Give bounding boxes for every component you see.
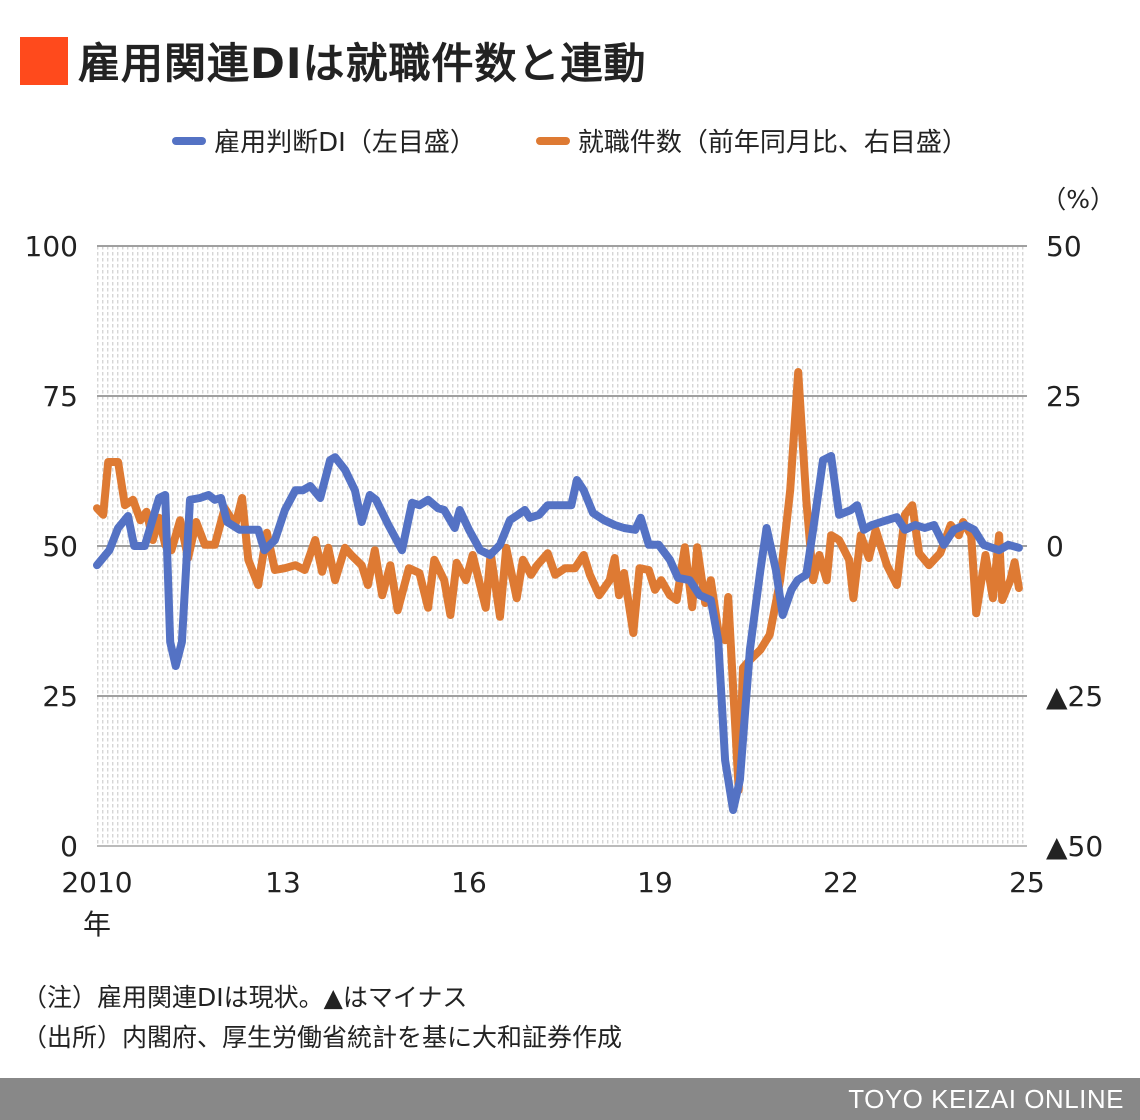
y-tick-left: 75 [42,380,78,413]
y-tick-right: 25 [1046,380,1082,413]
legend-swatch-di [172,136,207,145]
right-axis-unit: （%） [1041,185,1115,214]
y-tick-right: ▲50 [1046,830,1103,863]
series-line-jobs [93,368,1023,795]
legend: 雇用判断DI（左目盛） 就職件数（前年同月比、右目盛） [0,122,1140,159]
series-line-di [93,452,1023,814]
x-tick: 19 [637,866,673,899]
legend-label-jobs: 就職件数（前年同月比、右目盛） [577,128,968,158]
note-annotation: （注）雇用関連DIは現状。▲はマイナス [22,983,468,1012]
notes: （注）雇用関連DIは現状。▲はマイナス （出所）内閣府、厚生労働省統計を基に大和… [22,978,622,1058]
y-tick-left: 25 [42,680,78,713]
title-text: 雇用関連DIは就職件数と連動 [78,39,647,88]
legend-item-jobs: 就職件数（前年同月比、右目盛） [535,122,968,159]
x-tick: 25 [1009,866,1045,899]
footer-brand: TOYO KEIZAI ONLINE [848,1084,1124,1114]
x-tick: 13 [265,866,301,899]
legend-swatch-jobs [535,136,570,145]
legend-item-di: 雇用判断DI（左目盛） [172,122,476,159]
y-tick-left: 100 [25,230,78,263]
x-tick: 22 [823,866,859,899]
y-tick-left: 50 [42,530,78,563]
title-marker [20,36,68,85]
footer-bar: TOYO KEIZAI ONLINE [0,1078,1140,1120]
x-sublabel: 年 [83,908,111,941]
y-tick-right: 50 [1046,230,1082,263]
legend-label-di: 雇用判断DI（左目盛） [214,128,476,158]
note-source: （出所）内閣府、厚生労働省統計を基に大和証券作成 [22,1023,623,1052]
y-tick-right: ▲25 [1046,680,1103,713]
y-tick-left: 0 [60,830,78,863]
x-tick: 2010 [61,866,132,899]
chart-title: 雇用関連DIは就職件数と連動 [20,30,647,91]
y-tick-right: 0 [1046,530,1064,563]
x-tick: 16 [451,866,487,899]
